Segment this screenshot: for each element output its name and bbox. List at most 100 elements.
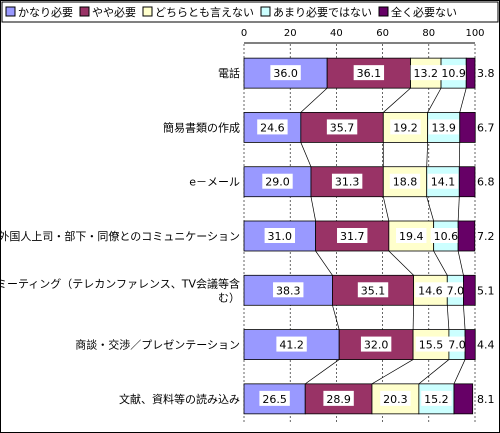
data-label-3-4: 14.1: [431, 176, 456, 189]
x-axis: 0 20 40 60 80 100: [241, 28, 485, 44]
data-label-bg-2-4: [428, 119, 459, 135]
data-label-4-2: 31.7: [340, 230, 365, 243]
connector-2-1: [300, 142, 312, 167]
data-label-1-5: 3.8: [477, 67, 495, 80]
data-label-2-2: 35.7: [330, 121, 355, 134]
legend-label-2: やや必要: [92, 6, 136, 19]
legend-swatch-3: [142, 6, 153, 17]
connector-1-2: [383, 87, 411, 113]
data-label-5-1: 38.3: [276, 284, 301, 297]
bar-7-5: [453, 383, 474, 415]
data-label-4-1: 31.0: [268, 230, 293, 243]
data-label-2-5: 6.7: [477, 121, 495, 134]
legend-label-5: 全く必要ない: [391, 5, 457, 19]
bar-1-5: [465, 57, 476, 89]
data-label-bg-6-3: [415, 336, 447, 352]
category-label-3: e－メール: [189, 176, 240, 189]
data-label-3-3: 18.8: [393, 176, 418, 189]
connector-5-1: [332, 305, 340, 330]
data-label-5-4: 7.0: [447, 284, 465, 297]
category-label-1: 電話: [218, 66, 240, 80]
data-label-bg-2-1: [257, 119, 288, 135]
connector-4-3: [433, 250, 448, 276]
data-label-6-1: 41.2: [279, 339, 304, 352]
data-label-3-1: 29.0: [265, 176, 290, 189]
data-label-bg-7-4: [421, 390, 452, 406]
connector-3-4: [457, 196, 460, 222]
data-label-bg-7-3: [380, 390, 411, 406]
data-label-bg-6-2: [360, 336, 392, 352]
legend-swatch-2: [79, 6, 90, 17]
connector-1-4: [459, 88, 467, 113]
connector-2-3: [426, 142, 428, 167]
category-label-6: 商談・交渉／プレゼンテーション: [75, 338, 240, 352]
data-label-bg-7-2: [323, 390, 354, 406]
data-label-2-4: 13.9: [431, 121, 456, 134]
legend-swatch-5: [378, 6, 389, 17]
data-label-4-4: 10.6: [434, 230, 459, 243]
category-label-5-line-1: ミーティング（テレカンファレンス、TV会議等含: [0, 276, 240, 290]
data-label-bg-6-4: [445, 336, 469, 352]
data-label-1-1: 36.0: [273, 67, 298, 80]
bar-6-5: [464, 329, 476, 360]
data-label-3-2: 31.3: [335, 176, 360, 189]
connector-3-2: [382, 196, 390, 222]
data-label-bg-4-3: [396, 228, 427, 243]
data-label-2-3: 19.2: [393, 121, 418, 134]
data-label-2-1: 24.6: [260, 121, 285, 134]
connector-1-1: [300, 87, 328, 113]
data-label-6-5: 4.4: [477, 339, 495, 352]
data-label-bg-7-1: [259, 390, 290, 406]
data-label-bg-3-3: [389, 173, 421, 189]
data-label-5-5: 5.1: [477, 284, 495, 297]
data-label-bg-3-1: [262, 173, 293, 189]
connector-6-1: [305, 359, 340, 385]
data-label-7-3: 20.3: [383, 393, 408, 406]
data-label-bg-1-3: [410, 65, 441, 81]
connector-4-1: [315, 250, 333, 276]
bar-3-5: [458, 166, 476, 198]
data-label-5-2: 35.1: [361, 284, 386, 297]
data-label-4-5: 7.2: [477, 230, 495, 243]
x-tick-label-4: 60: [376, 28, 389, 39]
data-label-7-4: 15.2: [424, 393, 449, 406]
data-label-bg-4-2: [337, 228, 368, 243]
data-label-bg-3-2: [331, 173, 363, 189]
legend-swatch-1: [5, 6, 16, 17]
series-connector-lines: [300, 87, 467, 385]
data-label-bg-1-1: [270, 65, 301, 81]
x-tick-label-2: 20: [284, 28, 297, 39]
connector-5-4: [463, 305, 466, 330]
data-label-bg-2-3: [390, 119, 421, 135]
bar-4-5: [457, 220, 476, 252]
legend: かなり必要 やや必要 どちらとも言えない あまり必要ではない 全く必要ない: [1, 1, 499, 23]
data-label-bg-4-1: [264, 228, 296, 243]
data-label-7-1: 26.5: [262, 393, 287, 406]
x-tick-label-1: 0: [241, 28, 247, 39]
category-label-5-line-2: む）: [218, 291, 240, 304]
x-tick-label-5: 80: [422, 28, 435, 39]
data-label-7-5: 8.1: [477, 393, 495, 406]
data-label-1-3: 13.2: [414, 67, 439, 80]
legend-label-1: かなり必要: [18, 6, 73, 19]
connector-3-1: [310, 196, 316, 222]
category-label-7: 文献、資料等の読み込み: [119, 392, 240, 406]
connector-3-3: [426, 196, 434, 222]
data-label-4-3: 19.4: [399, 230, 424, 243]
data-label-bg-2-2: [326, 119, 358, 135]
data-label-bg-5-4: [443, 282, 468, 298]
bar-7-1: [243, 383, 306, 415]
legend-box: [1, 1, 499, 23]
data-label-1-4: 10.9: [441, 67, 466, 80]
connector-6-4: [453, 359, 466, 385]
x-tick-label-3: 40: [330, 28, 343, 39]
legend-label-4: あまり必要ではない: [273, 6, 372, 19]
data-label-bg-6-1: [276, 336, 307, 352]
data-label-bg-5-1: [273, 282, 304, 298]
connector-6-3: [418, 359, 450, 385]
data-label-bg-3-4: [427, 173, 459, 189]
data-label-7-2: 28.9: [326, 393, 351, 406]
data-label-bg-5-3: [415, 282, 446, 298]
